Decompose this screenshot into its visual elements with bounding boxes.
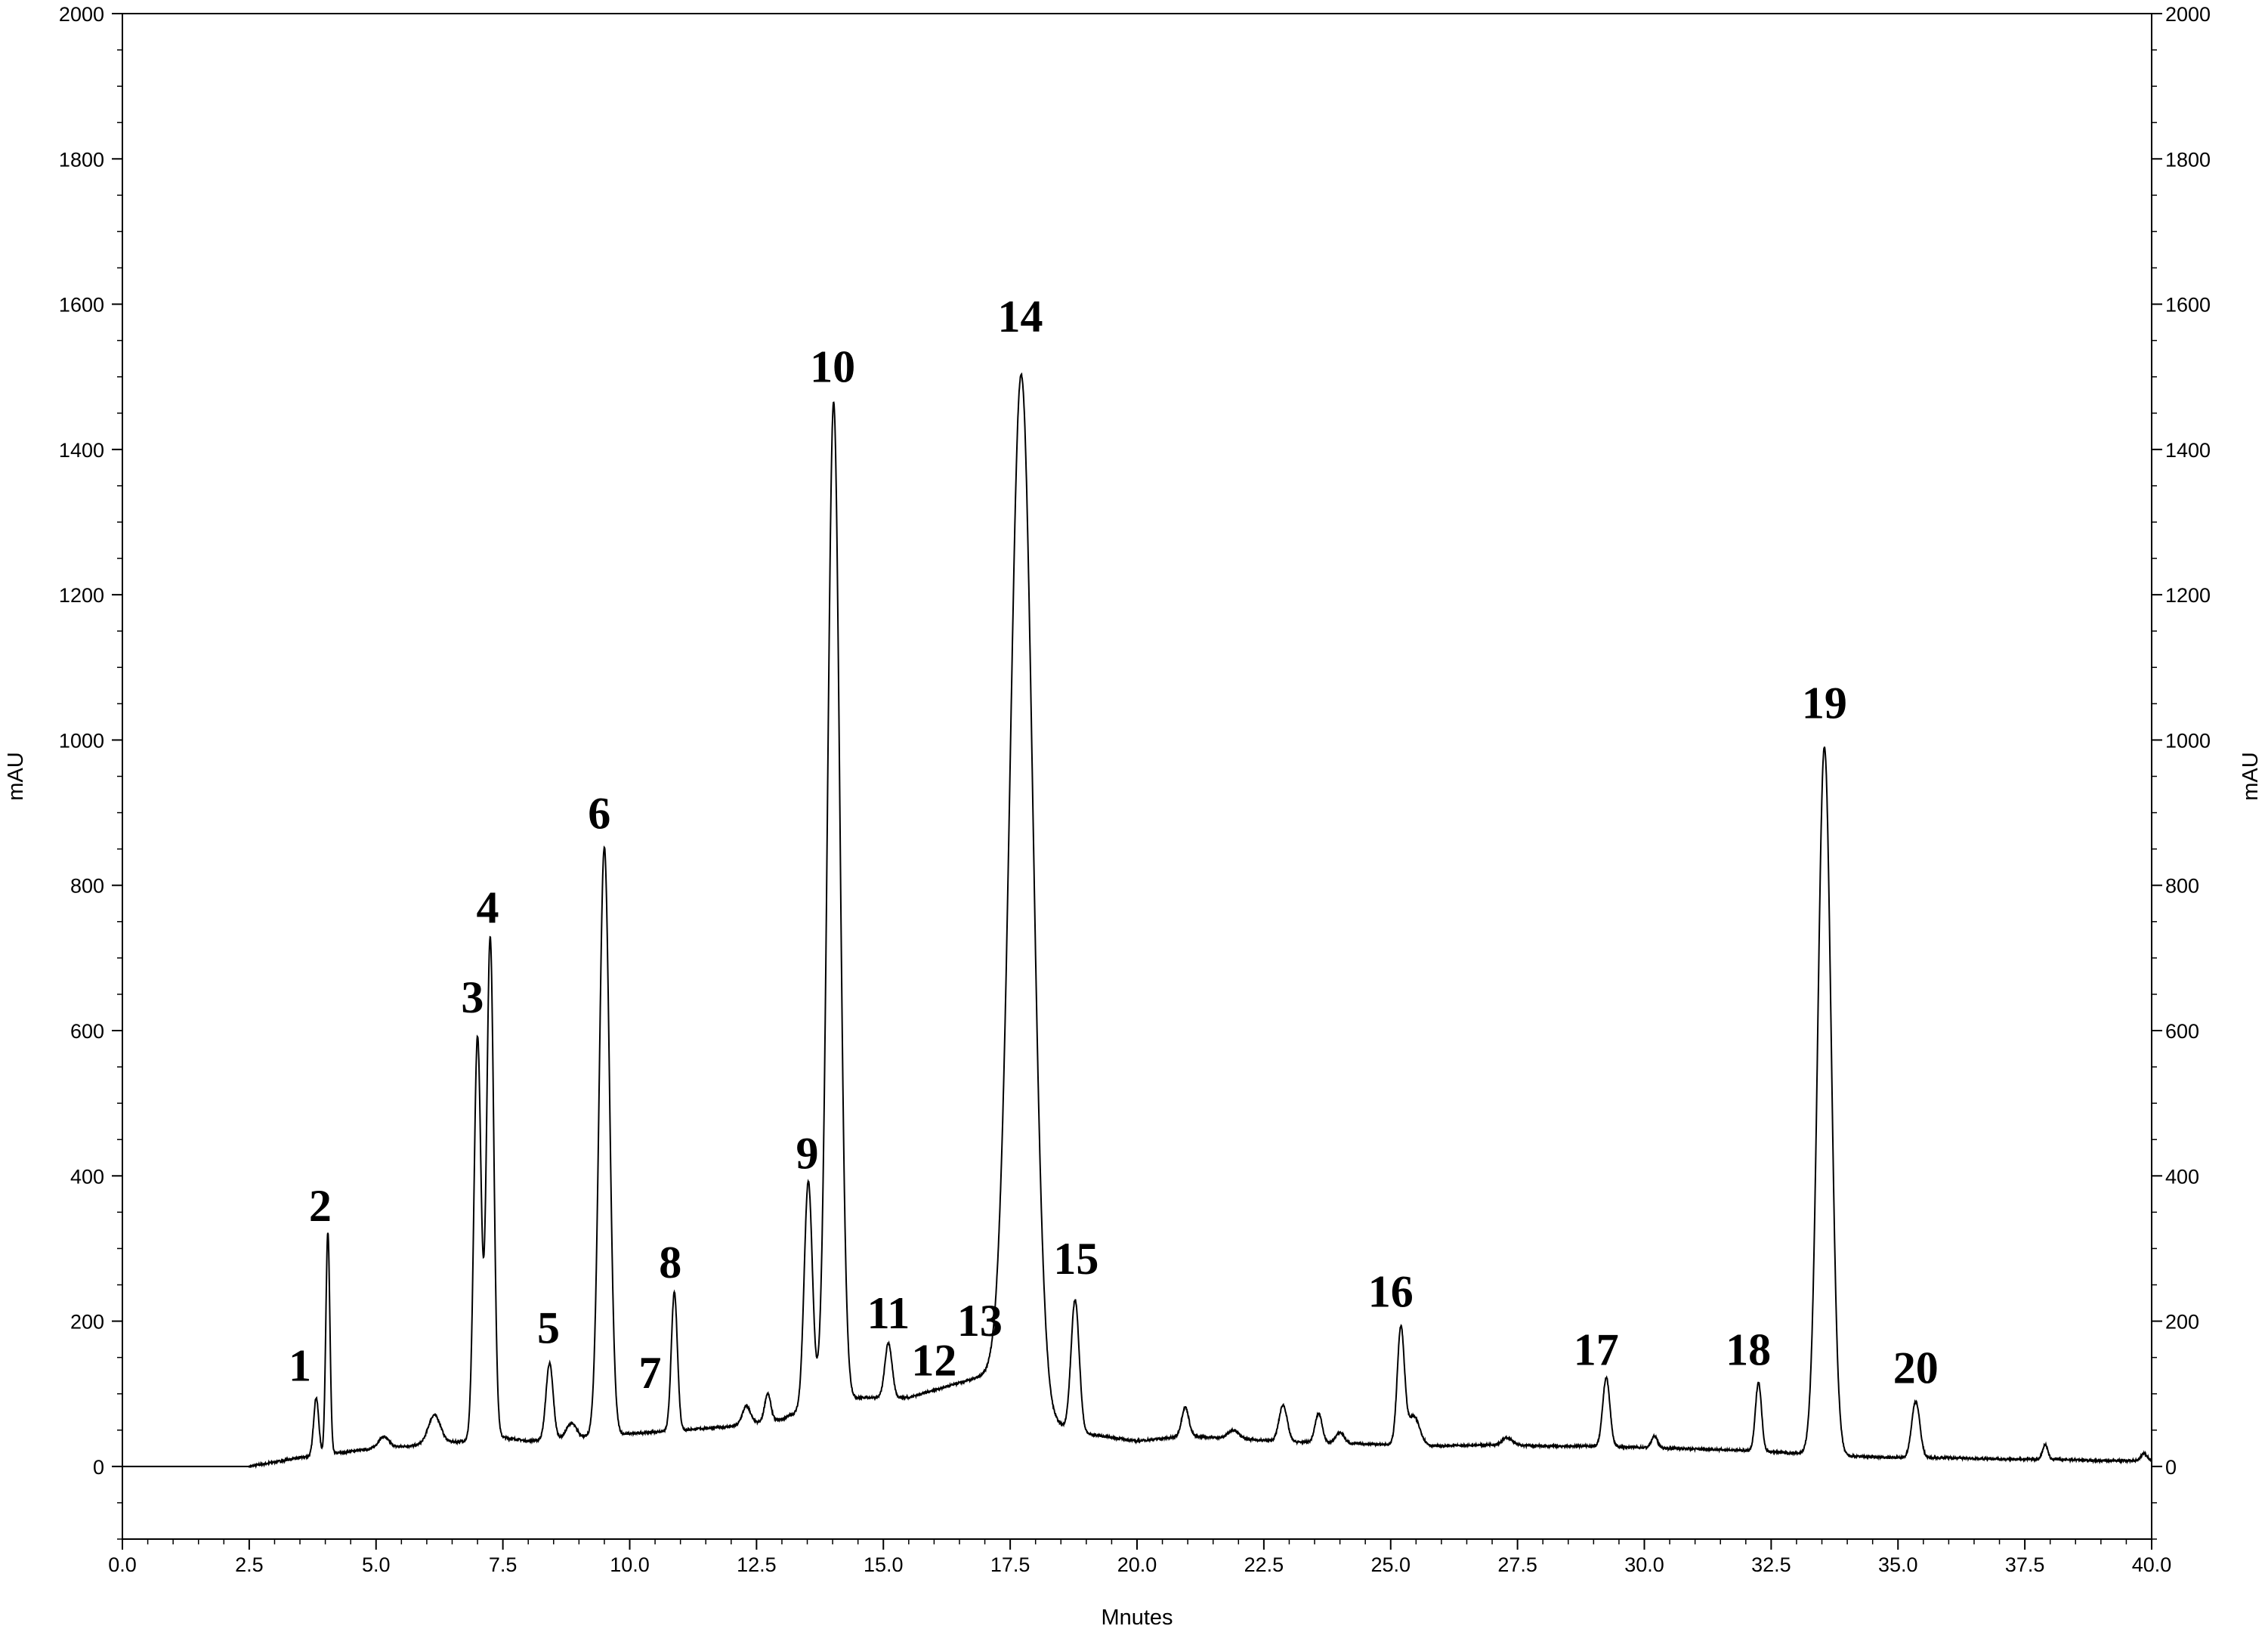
x-tick-label: 0.0 — [108, 1553, 137, 1576]
y-axis-title-right: mAU — [2239, 752, 2263, 800]
peak-label-3: 3 — [461, 972, 484, 1022]
y-tick-label-right: 1400 — [2165, 439, 2211, 462]
y-tick-label-right: 600 — [2165, 1020, 2199, 1043]
peak-label-16: 16 — [1368, 1266, 1414, 1316]
peak-label-8: 8 — [659, 1238, 681, 1287]
peak-label-13: 13 — [957, 1296, 1003, 1346]
peak-label-20: 20 — [1893, 1343, 1939, 1393]
y-tick-label-left: 1600 — [59, 294, 104, 317]
x-tick-label: 30.0 — [1624, 1553, 1664, 1576]
peak-label-19: 19 — [1802, 678, 1847, 728]
peak-label-10: 10 — [810, 342, 855, 391]
y-tick-label-left: 1200 — [59, 584, 104, 607]
y-tick-label-left: 600 — [70, 1020, 104, 1043]
x-tick-label: 5.0 — [362, 1553, 391, 1576]
peak-label-18: 18 — [1726, 1325, 1771, 1374]
y-tick-label-left: 200 — [70, 1311, 104, 1334]
peak-label-17: 17 — [1574, 1325, 1619, 1374]
peak-label-11: 11 — [867, 1288, 910, 1338]
x-tick-label: 35.0 — [1878, 1553, 1918, 1576]
y-axis-title-left: mAU — [4, 752, 28, 800]
x-tick-label: 12.5 — [737, 1553, 777, 1576]
y-tick-label-left: 400 — [70, 1165, 104, 1188]
x-tick-label: 17.5 — [990, 1553, 1030, 1576]
y-tick-label-right: 1000 — [2165, 729, 2211, 752]
x-tick-label: 32.5 — [1751, 1553, 1791, 1576]
y-tick-label-left: 800 — [70, 875, 104, 898]
x-tick-label: 37.5 — [2005, 1553, 2045, 1576]
x-tick-label: 10.0 — [610, 1553, 650, 1576]
y-tick-label-left: 2000 — [59, 3, 104, 26]
peak-label-2: 2 — [309, 1181, 332, 1231]
y-tick-label-right: 2000 — [2165, 3, 2211, 26]
x-tick-label: 25.0 — [1370, 1553, 1411, 1576]
y-tick-label-right: 1800 — [2165, 148, 2211, 171]
peak-label-12: 12 — [911, 1336, 956, 1386]
peak-label-15: 15 — [1053, 1234, 1098, 1284]
x-tick-label: 15.0 — [864, 1553, 904, 1576]
y-tick-label-left: 0 — [93, 1456, 104, 1479]
peak-label-4: 4 — [476, 883, 499, 933]
y-tick-label-left: 1800 — [59, 148, 104, 171]
x-tick-label: 7.5 — [489, 1553, 518, 1576]
peak-label-1: 1 — [289, 1340, 311, 1390]
y-tick-label-right: 1600 — [2165, 294, 2211, 317]
plot-area-frame — [122, 13, 2152, 1540]
y-tick-label-right: 400 — [2165, 1165, 2199, 1188]
y-tick-label-right: 1200 — [2165, 584, 2211, 607]
x-tick-label: 40.0 — [2132, 1553, 2172, 1576]
x-tick-label: 20.0 — [1117, 1553, 1157, 1576]
peak-label-5: 5 — [537, 1303, 560, 1352]
y-tick-label-left: 1000 — [59, 729, 104, 752]
y-tick-label-right: 800 — [2165, 875, 2199, 898]
y-tick-label-right: 0 — [2165, 1456, 2177, 1479]
peak-label-14: 14 — [998, 292, 1043, 342]
x-tick-label: 22.5 — [1244, 1553, 1284, 1576]
y-tick-label-left: 1400 — [59, 439, 104, 462]
x-tick-label: 2.5 — [235, 1553, 264, 1576]
y-tick-label-right: 200 — [2165, 1311, 2199, 1334]
peak-label-7: 7 — [638, 1348, 661, 1398]
peak-label-6: 6 — [588, 789, 610, 839]
x-tick-label: 27.5 — [1497, 1553, 1537, 1576]
peak-label-9: 9 — [796, 1129, 819, 1179]
x-axis-title: Mnutes — [1101, 1606, 1173, 1629]
chromatogram-trace — [122, 372, 2152, 1470]
